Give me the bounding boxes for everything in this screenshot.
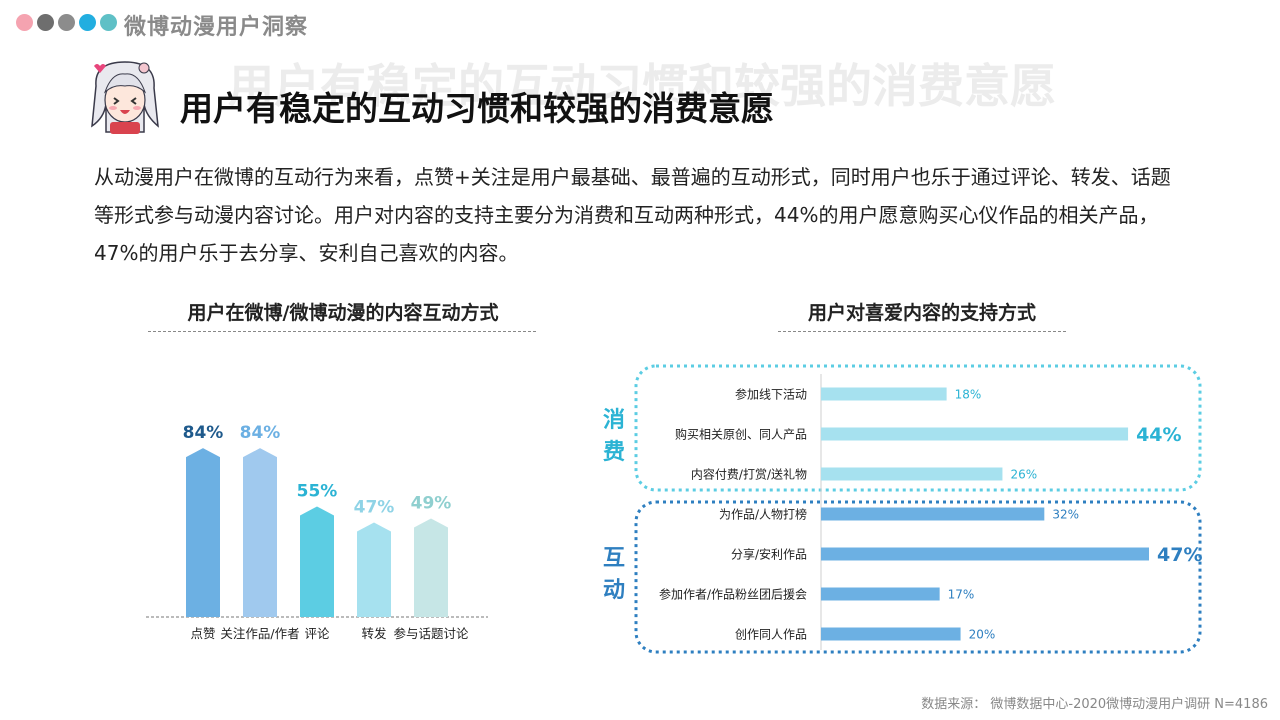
bar-value-label: 49%: [411, 494, 452, 514]
hbar-value-label: 32%: [1052, 508, 1079, 522]
bar-value-label: 55%: [297, 481, 338, 501]
hbar-6: [821, 587, 940, 601]
hbar-value-label: 20%: [969, 628, 996, 642]
hbar-value-label: 18%: [955, 388, 982, 402]
bar-value-label: 84%: [240, 423, 281, 443]
header-dot-1: [16, 14, 33, 31]
page-title: 用户有稳定的互动习惯和较强的消费意愿: [180, 89, 774, 128]
bar-4: [357, 522, 391, 617]
interaction-bar-chart: 84% 点赞 84% 关注作品/作者 55% 评论 47% 转发 49% 参与话题讨论: [146, 423, 488, 641]
intro-paragraph: 从动漫用户在微博的互动行为来看，点赞+关注是用户最基础、最普遍的互动形式，同时用…: [94, 165, 1171, 265]
left-chart-title-rule: [148, 331, 536, 332]
hbar-category-label: 参加线下活动: [735, 387, 807, 402]
right-chart-title-rule: [778, 331, 1066, 332]
hbar-category-label: 分享/安利作品: [731, 547, 807, 562]
category-label: 点赞: [190, 626, 215, 641]
hbar-value-label: 44%: [1136, 424, 1181, 446]
left-chart-title: 用户在微博/微博动漫的内容互动方式: [187, 302, 499, 324]
group-label-consume: 消费: [602, 408, 625, 465]
hbar-4: [821, 507, 1045, 521]
consume-group-frame: [634, 364, 1202, 492]
hbar-2: [821, 427, 1129, 441]
bar-5: [414, 518, 448, 617]
data-source-note: 数据来源： 微博数据中心-2020微博动漫用户调研 N=4186: [921, 697, 1268, 712]
bar-value-label: 47%: [354, 498, 395, 518]
hbar-category-label: 为作品/人物打榜: [719, 507, 807, 522]
header-dot-2: [37, 14, 54, 31]
hbar-category-label: 购买相关原创、同人产品: [675, 427, 807, 442]
hbar-7: [821, 627, 961, 641]
interact-group-frame: [634, 500, 1202, 654]
category-label: 参与话题讨论: [393, 626, 469, 641]
hbar-value-label: 47%: [1157, 544, 1202, 566]
hbar-1: [821, 387, 947, 401]
group-label-interact: 互动: [602, 546, 625, 603]
hbar-category-label: 参加作者/作品粉丝团后援会: [659, 587, 807, 602]
ghost-title-watermark: 用户有稳定的互动习惯和较强的消费意愿: [228, 59, 1056, 113]
hbar-value-label: 17%: [948, 588, 975, 602]
header-dots: [16, 14, 117, 31]
support-bar-chart: 参加线下活动 18% 购买相关原创、同人产品 44% 内容付费/打赏/送礼物 26% 为作品…: [634, 364, 1202, 654]
category-label: 转发: [361, 626, 387, 641]
right-chart-title: 用户对喜爱内容的支持方式: [807, 302, 1036, 324]
hbar-category-label: 创作同人作品: [735, 628, 807, 642]
hbar-3: [821, 467, 1003, 481]
category-label: 关注作品/作者: [220, 626, 299, 641]
bar-1: [186, 448, 220, 617]
category-label: 评论: [304, 626, 330, 641]
brand-title: 微博动漫用户洞察: [124, 15, 309, 40]
header-dot-5: [100, 14, 117, 31]
header-dot-4: [79, 14, 96, 31]
header-dot-3: [58, 14, 75, 31]
bar-3: [300, 506, 334, 617]
hbar-category-label: 内容付费/打赏/送礼物: [691, 467, 807, 482]
mascot-icon: [91, 61, 159, 134]
hbar-5: [821, 547, 1149, 561]
hbar-value-label: 26%: [1010, 468, 1037, 482]
bar-2: [243, 448, 277, 617]
bar-value-label: 84%: [183, 423, 224, 443]
